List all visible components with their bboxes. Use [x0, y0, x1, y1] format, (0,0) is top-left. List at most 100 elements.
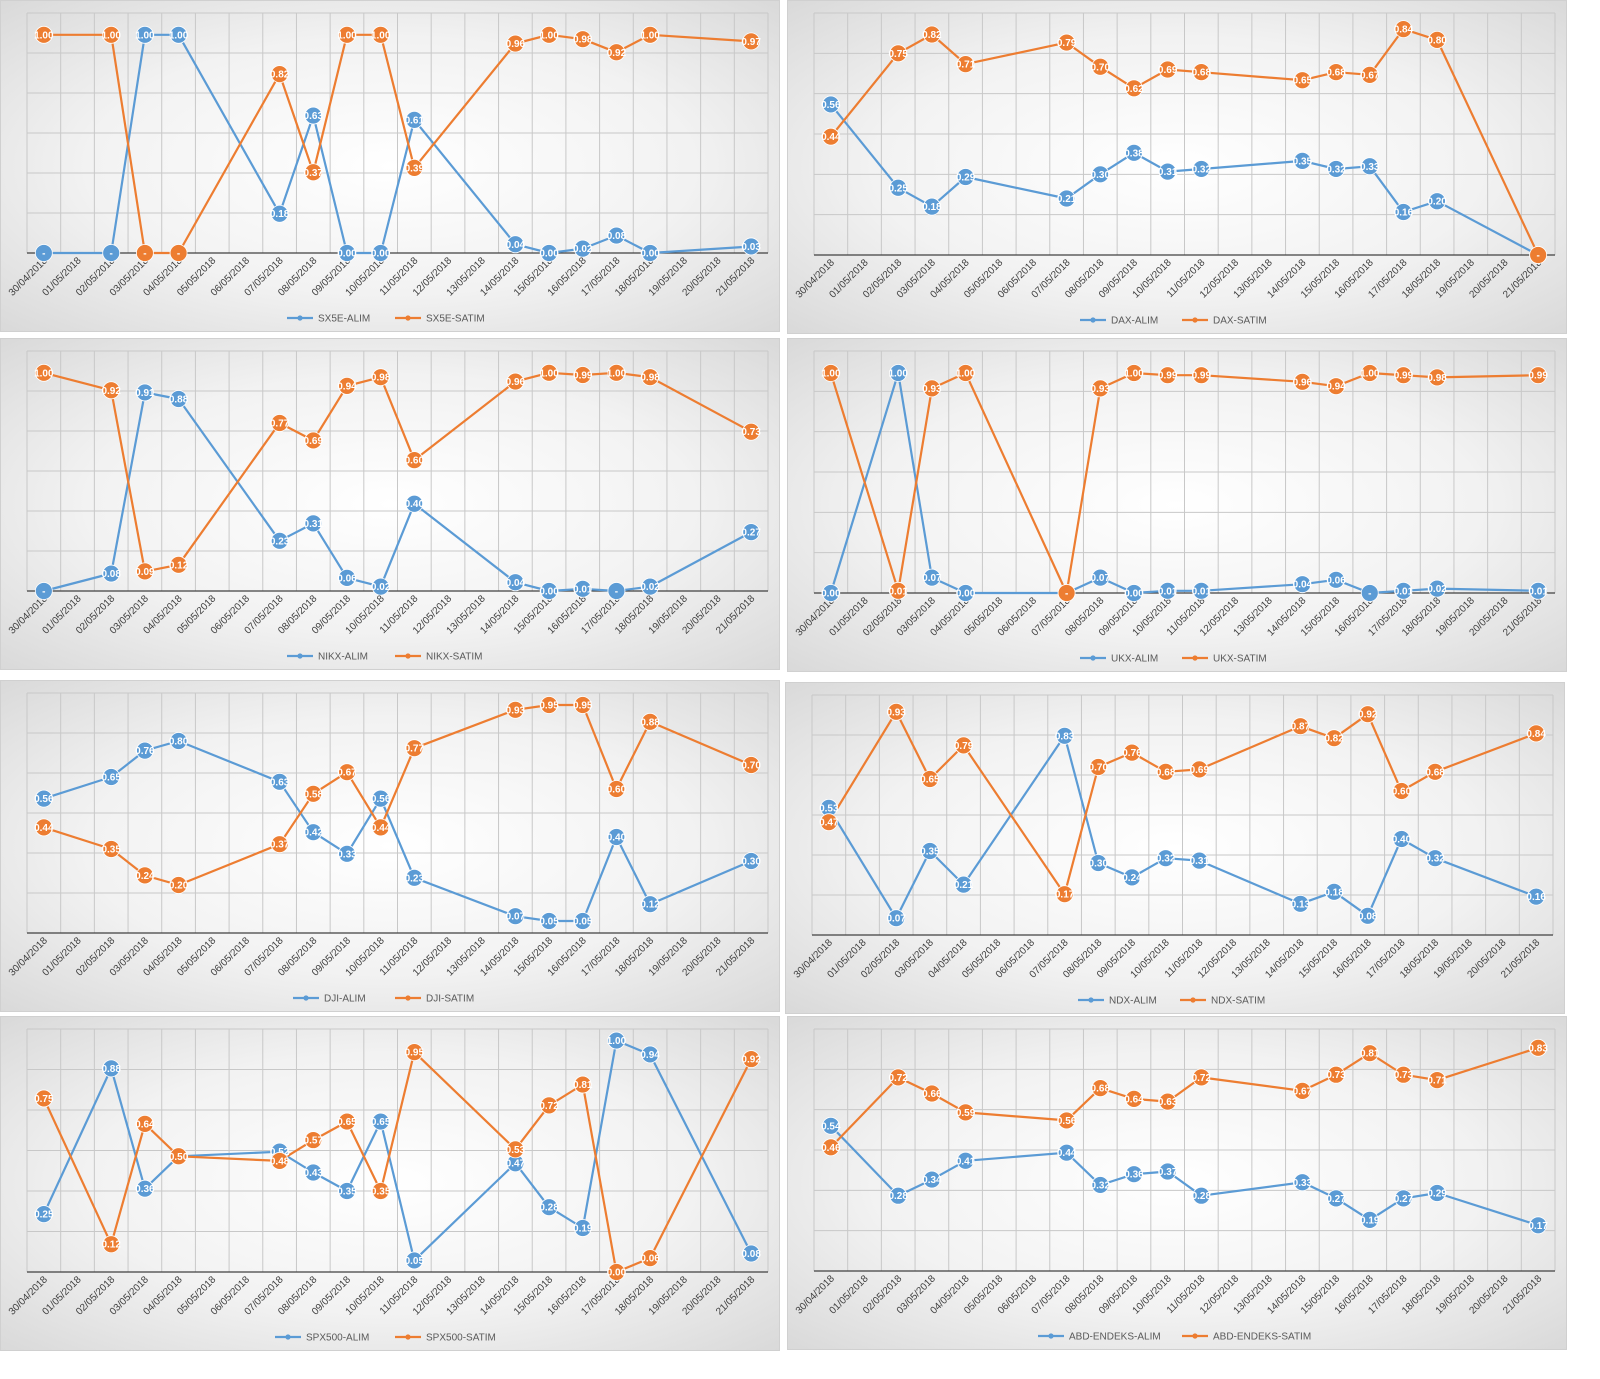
data-point: [922, 1170, 941, 1189]
data-point: [1394, 203, 1413, 221]
legend-entry: SPX500-ALIM: [275, 1333, 369, 1344]
data-label: 0.95: [539, 701, 559, 712]
data-label: 0.28: [888, 1191, 908, 1202]
data-point: [540, 363, 558, 382]
data-label: 0.99: [1394, 371, 1414, 382]
data-point: [1192, 366, 1211, 385]
data-point: [1529, 1216, 1548, 1235]
data-point: [102, 1059, 121, 1078]
data-label: 0.23: [270, 536, 290, 547]
data-label: -: [1536, 251, 1539, 262]
data-point: [1360, 364, 1379, 382]
data-label: 0.88: [169, 395, 189, 406]
data-label: 0.56: [1057, 1116, 1077, 1127]
data-label: 0.68: [1326, 68, 1346, 79]
data-point: [920, 842, 939, 860]
data-point: [540, 696, 558, 714]
data-label: 0.38: [1124, 148, 1144, 159]
data-point: [405, 159, 424, 177]
data-point: [371, 25, 390, 44]
legend-marker: [1190, 997, 1196, 1003]
data-label: 0.53: [506, 1145, 526, 1156]
data-point: [607, 582, 626, 600]
data-point: [821, 1138, 840, 1157]
data-point: [742, 523, 761, 541]
data-label: 0.98: [640, 373, 660, 384]
legend-marker: [1090, 317, 1096, 323]
legend-marker: [405, 653, 411, 659]
data-label: 0.05: [573, 917, 593, 928]
data-label: 1.00: [1124, 369, 1144, 380]
legend-label: DAX-SATIM: [1213, 316, 1267, 327]
data-point: [304, 784, 323, 803]
data-label: 0.24: [135, 871, 155, 882]
data-point: [135, 866, 154, 885]
data-label: 0.37: [1158, 1167, 1178, 1178]
data-point: [819, 813, 838, 832]
data-label: 0.12: [640, 900, 660, 911]
data-point: [641, 577, 660, 596]
data-point: [270, 772, 289, 791]
data-point: [1091, 568, 1110, 587]
data-point: [405, 451, 424, 469]
data-label: 0.31: [1158, 167, 1178, 178]
data-label: 0.29: [1427, 1189, 1447, 1200]
data-point: [1055, 726, 1074, 745]
legend-label: SX5E-ALIM: [318, 314, 370, 325]
data-point: [540, 244, 558, 262]
data-label: 0.63: [1158, 1097, 1178, 1108]
data-point: [573, 30, 592, 49]
data-label: 0.95: [573, 701, 593, 712]
data-label: 0.68: [1091, 1084, 1111, 1095]
data-label: 0.99: [1192, 371, 1212, 382]
data-label: 0.63: [304, 111, 324, 122]
data-point: [922, 379, 941, 398]
data-label: 0.69: [1158, 65, 1178, 76]
data-label: 0.92: [1358, 710, 1378, 721]
data-point: [742, 1050, 761, 1068]
data-point: [1394, 20, 1413, 39]
data-label: 0.41: [956, 1156, 976, 1167]
data-point: [102, 768, 121, 786]
data-point: [607, 226, 626, 245]
data-point: [607, 363, 626, 382]
data-label: 1.00: [539, 30, 559, 41]
data-label: 0.96: [1293, 377, 1313, 388]
data-label: 1.00: [169, 30, 189, 41]
data-label: 0.73: [741, 427, 761, 438]
data-label: 0.13: [1291, 899, 1311, 910]
data-point: [922, 197, 941, 216]
data-label: 0.42: [304, 828, 324, 839]
data-point: [887, 702, 906, 721]
legend-label: SPX500-ALIM: [306, 1333, 369, 1344]
data-point: [1158, 581, 1177, 600]
data-point: [1125, 1165, 1143, 1184]
data-label: 0.44: [1057, 1148, 1077, 1159]
data-point: [270, 204, 289, 223]
data-point: [956, 584, 975, 602]
data-point: [1089, 854, 1108, 872]
data-point: [1428, 30, 1447, 49]
data-point: [270, 414, 289, 432]
data-point: [641, 244, 660, 262]
chart-panel-ndx: 30/04/2018 01/05/2018 02/05/2018 03/05/2018…: [785, 682, 1565, 1014]
legend-label: DJI-SATIM: [426, 994, 474, 1005]
data-label: 0.70: [1091, 62, 1111, 73]
legend-entry: DJI-ALIM: [293, 994, 366, 1005]
data-point: [641, 368, 660, 387]
data-label: 0.09: [135, 567, 155, 578]
data-point: [607, 43, 626, 62]
data-point: [371, 244, 390, 262]
data-label: 0.02: [640, 582, 660, 593]
data-label: 0.02: [1427, 584, 1447, 595]
data-label: 0.16: [1526, 892, 1546, 903]
data-point: [338, 1182, 356, 1200]
data-point: [1293, 71, 1312, 90]
data-label: 0.00: [607, 1268, 627, 1279]
data-point: [506, 700, 525, 719]
data-point: [371, 1182, 390, 1200]
data-label: 0.39: [405, 163, 425, 174]
data-label: 0.81: [1360, 1049, 1380, 1060]
data-label: 0.35: [337, 1187, 357, 1198]
data-point: [641, 25, 660, 44]
